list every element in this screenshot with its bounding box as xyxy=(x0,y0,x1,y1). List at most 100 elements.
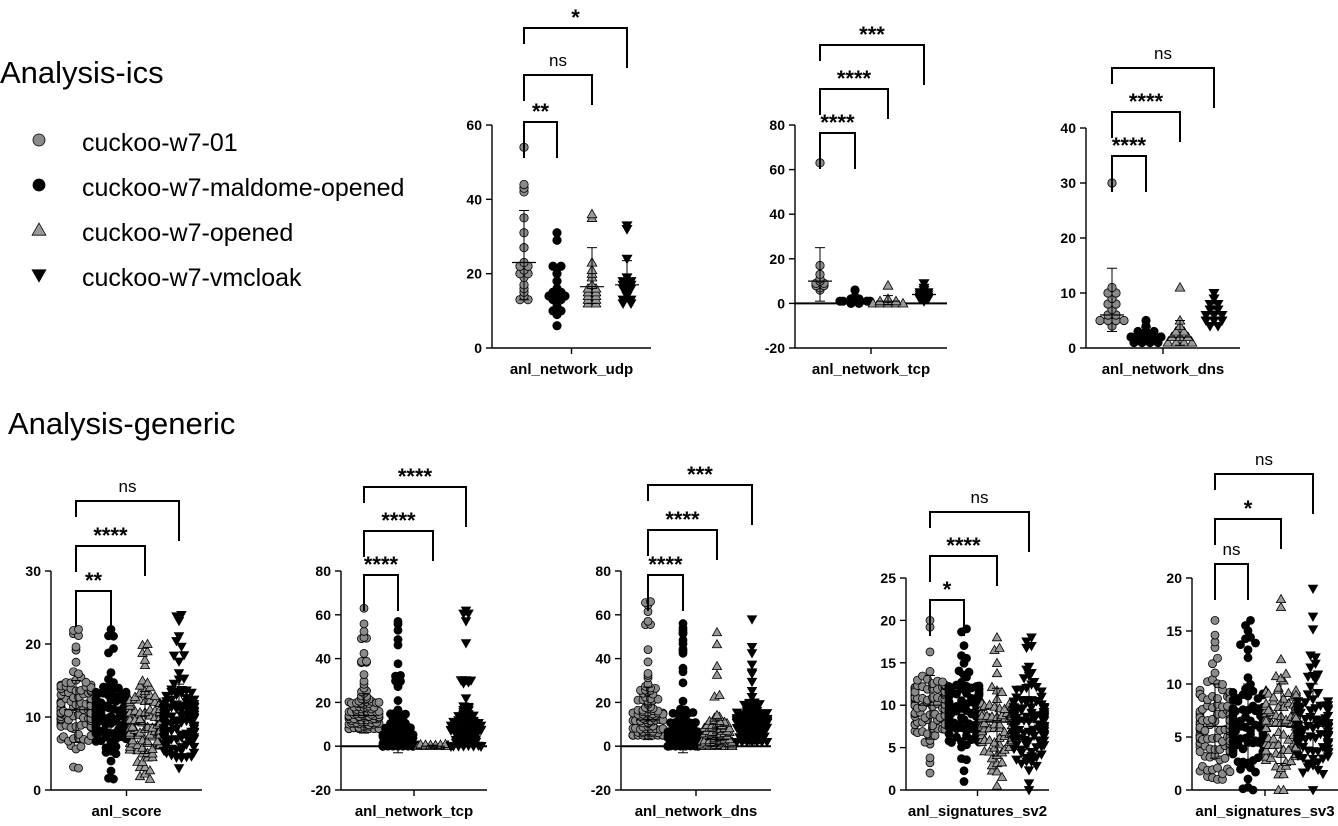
error-bar xyxy=(918,675,942,740)
y-tick-label: -20 xyxy=(311,782,331,798)
bracket-line xyxy=(523,27,628,68)
data-point xyxy=(188,700,200,710)
data-point xyxy=(173,764,185,774)
data-point xyxy=(74,763,83,773)
data-point xyxy=(1182,331,1194,342)
data-point xyxy=(1307,625,1319,635)
error-bar xyxy=(512,209,536,301)
significance-label: **** xyxy=(665,507,700,532)
data-point xyxy=(724,722,735,733)
data-point xyxy=(643,657,653,667)
data-point xyxy=(142,638,153,648)
significance-label: **** xyxy=(93,523,128,548)
data-point xyxy=(1260,722,1272,732)
data-point xyxy=(556,261,566,271)
data-point xyxy=(147,748,158,758)
data-point xyxy=(991,667,1003,678)
x-axis-label: anl_signatures_sv2 xyxy=(908,803,1047,820)
series-1 xyxy=(808,158,832,302)
series-1 xyxy=(628,597,668,741)
data-point xyxy=(1036,687,1047,697)
data-point xyxy=(711,660,723,671)
data-point xyxy=(393,635,403,644)
significance-bracket-2: **** xyxy=(647,507,718,560)
series-2 xyxy=(1228,616,1268,795)
data-point xyxy=(678,696,688,706)
y-tick-label: 80 xyxy=(769,117,785,133)
data-point xyxy=(1170,325,1182,336)
data-point xyxy=(181,686,192,696)
data-point xyxy=(1283,734,1294,744)
data-point xyxy=(964,667,974,677)
data-point xyxy=(1162,336,1174,347)
series-3 xyxy=(124,638,166,783)
data-point xyxy=(1297,768,1309,778)
data-point xyxy=(463,702,474,713)
data-point xyxy=(1119,315,1129,326)
data-point xyxy=(1260,745,1272,755)
x-axis-label: anl_network_dns xyxy=(1102,361,1225,378)
data-point xyxy=(925,667,935,676)
series-3 xyxy=(580,208,604,308)
significance-label: ns xyxy=(971,488,989,507)
y-tick-label: 0 xyxy=(323,738,331,754)
data-point xyxy=(1095,315,1105,326)
data-point xyxy=(1307,584,1319,595)
error-bar xyxy=(1203,683,1227,759)
y-tick-label: 20 xyxy=(1060,230,1076,246)
data-point xyxy=(144,764,156,775)
data-point xyxy=(1275,593,1287,604)
x-axis-label: anl_network_udp xyxy=(510,361,633,378)
significance-label: **** xyxy=(381,508,416,533)
data-point xyxy=(1317,769,1329,780)
data-point xyxy=(1300,698,1311,708)
significance-label: * xyxy=(571,5,580,30)
data-point xyxy=(552,321,562,331)
significance-bracket-3: ns xyxy=(75,477,180,541)
data-point xyxy=(1312,758,1324,768)
data-point xyxy=(984,734,995,745)
data-point xyxy=(144,681,156,692)
data-point xyxy=(359,670,369,680)
bracket-line xyxy=(75,500,180,541)
data-point xyxy=(106,756,116,766)
generic-section-title: Analysis-generic xyxy=(8,406,235,441)
y-tick-label: 15 xyxy=(880,655,896,671)
y-tick-label: 25 xyxy=(880,570,896,586)
data-point xyxy=(643,668,653,678)
data-point xyxy=(1031,697,1042,707)
data-point xyxy=(1178,325,1190,336)
data-point xyxy=(94,708,103,718)
data-point xyxy=(473,719,484,729)
significance-label: **** xyxy=(837,66,872,91)
error-bar xyxy=(167,683,191,751)
data-point xyxy=(938,677,947,687)
data-point xyxy=(1243,774,1253,784)
data-point xyxy=(996,686,1008,697)
data-point xyxy=(176,642,187,652)
data-point xyxy=(947,738,956,747)
y-tick-label: 10 xyxy=(880,697,896,713)
series-3 xyxy=(1260,593,1302,794)
data-point xyxy=(134,713,146,723)
bracket-line xyxy=(75,590,112,627)
data-point xyxy=(678,678,688,688)
chart-panel-5: -20 0 20 40 60 80 anl_network_tcp **** **** **** xyxy=(311,464,487,820)
bracket-line xyxy=(363,574,399,611)
data-point xyxy=(1246,616,1255,625)
y-tick-label: 10 xyxy=(1060,285,1076,301)
data-point xyxy=(925,753,935,763)
data-point xyxy=(1305,663,1316,673)
error-bar xyxy=(386,719,410,754)
bracket-line xyxy=(523,121,558,158)
data-point xyxy=(139,659,151,670)
data-point xyxy=(1216,310,1228,321)
legend-marker-2 xyxy=(32,178,46,192)
data-point xyxy=(362,656,371,666)
series-1 xyxy=(1195,616,1235,784)
data-point xyxy=(678,619,688,628)
x-axis-label: anl_signatures_sv3 xyxy=(1195,803,1334,820)
data-point xyxy=(74,669,83,679)
data-point xyxy=(137,756,148,766)
y-tick-label: 40 xyxy=(466,191,482,207)
